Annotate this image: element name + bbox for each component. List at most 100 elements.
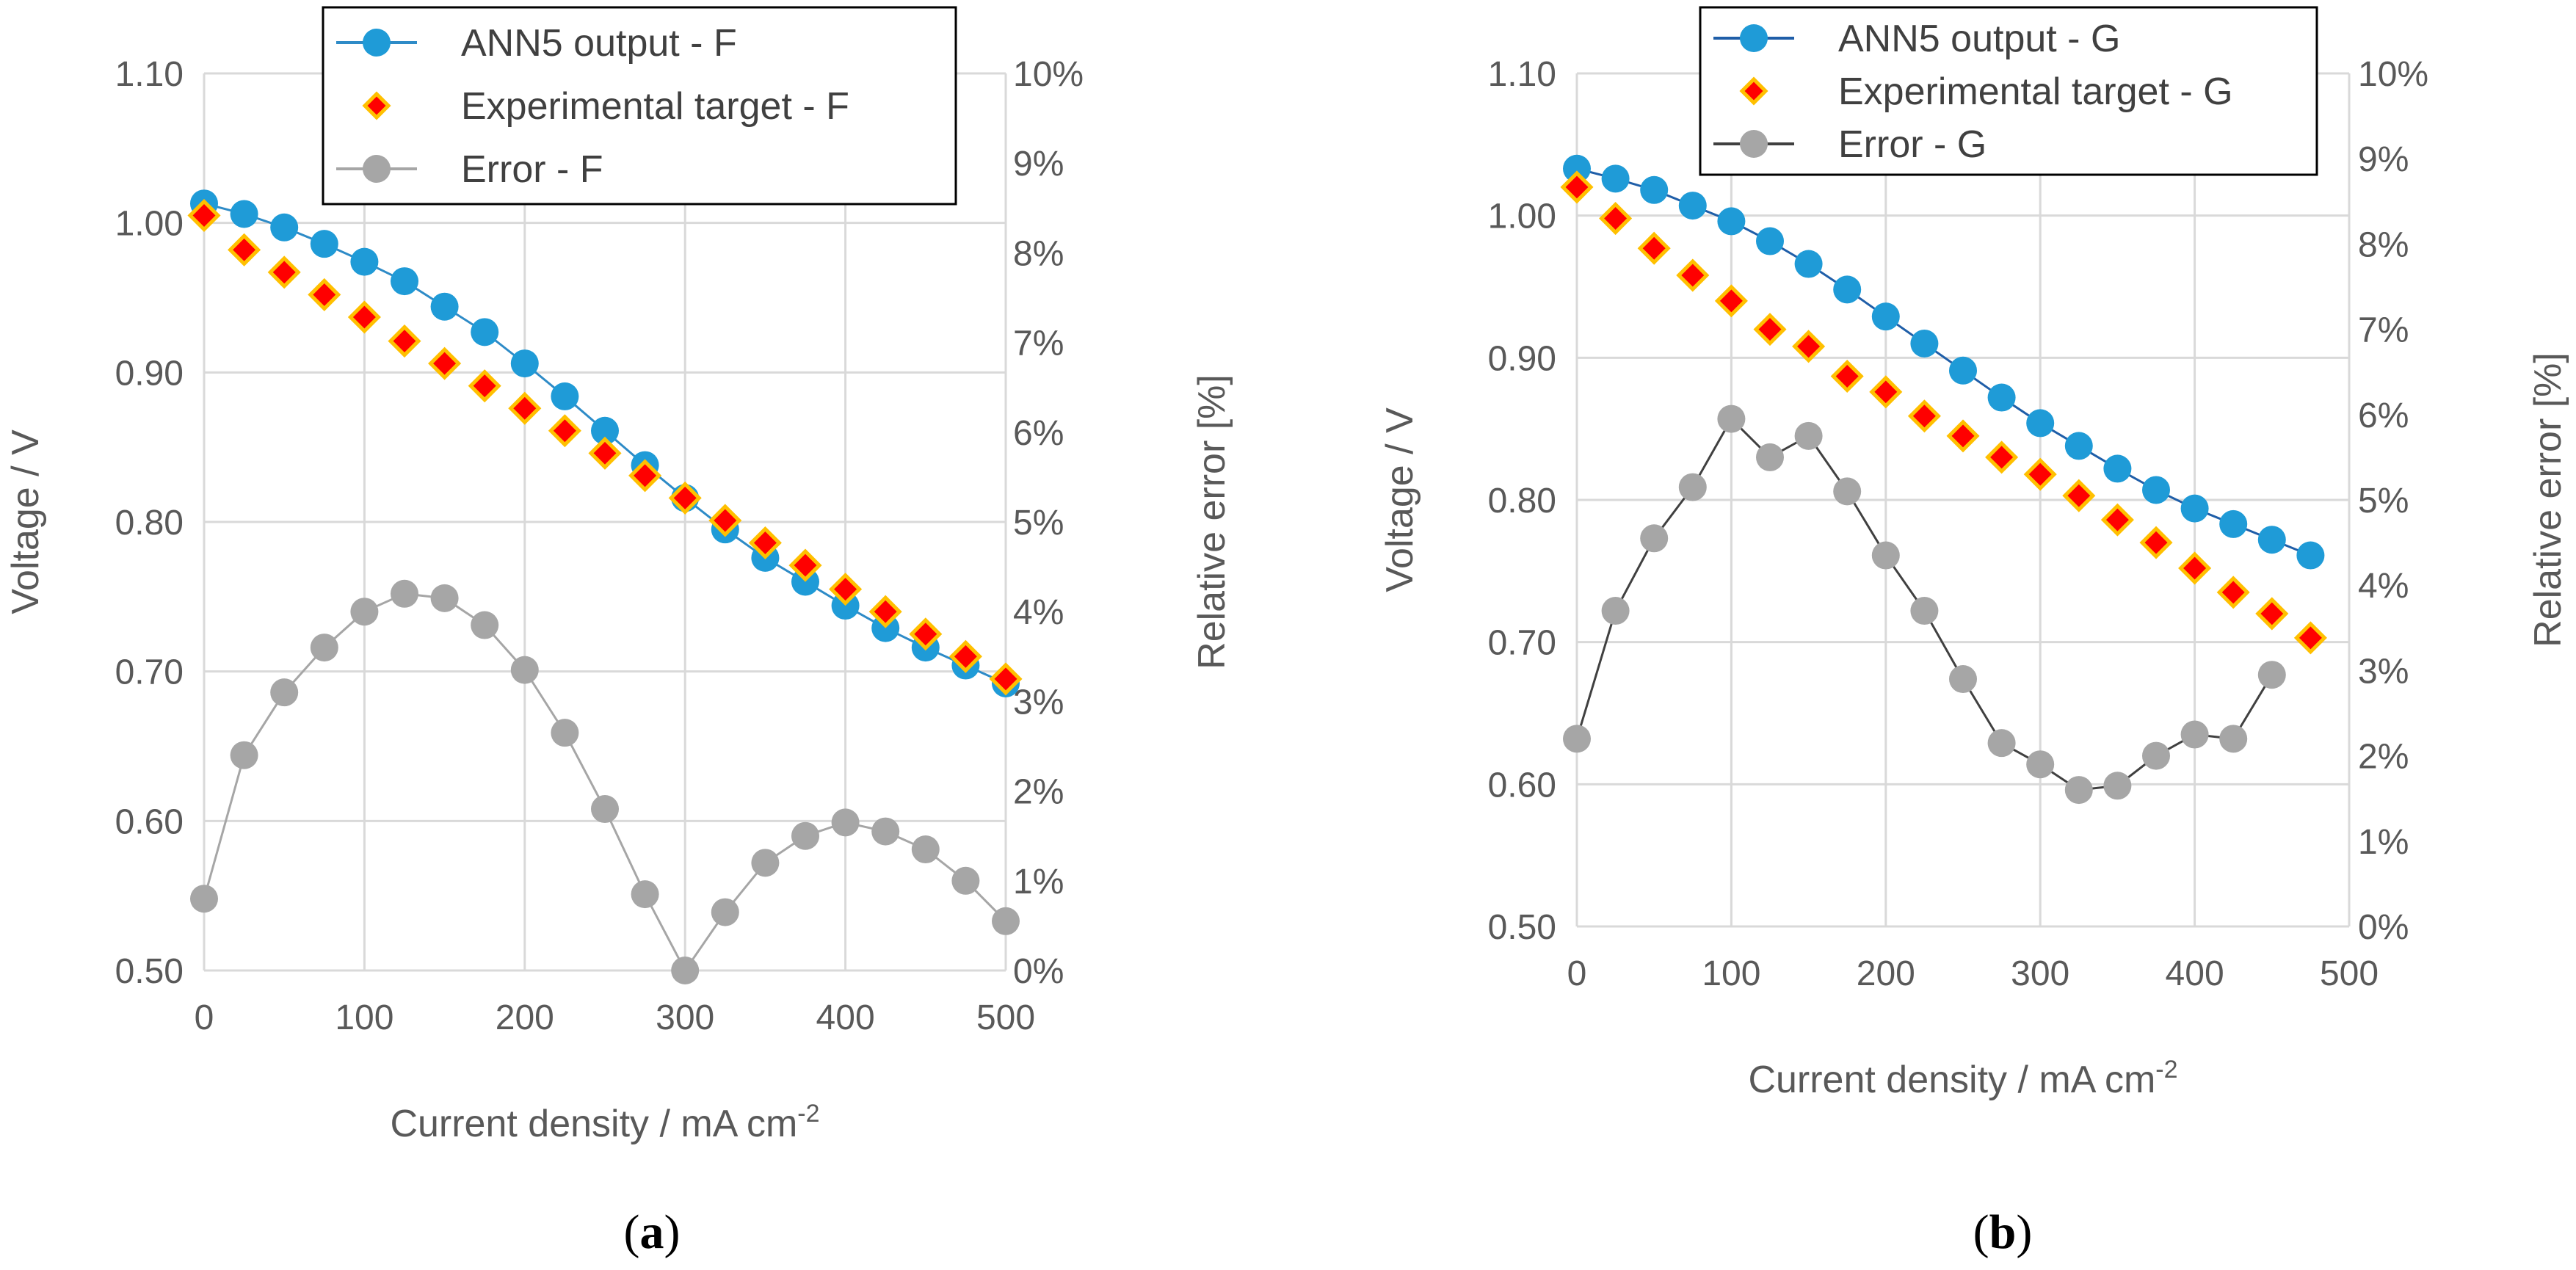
error-point	[1563, 725, 1591, 753]
x-tick-label: 200	[1857, 954, 1915, 993]
experimental-point	[748, 526, 782, 560]
error-point	[2219, 725, 2248, 753]
x-tick-label: 100	[1702, 954, 1760, 993]
y-tick-label: 0.60	[115, 802, 184, 841]
experimental-point	[1714, 284, 1748, 318]
ann5-point	[1871, 302, 1900, 331]
experimental-point	[508, 391, 542, 425]
experimental-point	[1676, 258, 1710, 292]
caption-b: (b)	[1973, 1205, 2033, 1259]
y2-tick-label: 1%	[1013, 863, 1064, 901]
y2-axis-title: Relative error [%]	[1191, 374, 1233, 670]
x-tick-label: 100	[335, 998, 393, 1037]
error-point	[871, 817, 900, 846]
error-point	[791, 821, 819, 850]
experimental-point	[187, 198, 221, 233]
legend-box	[322, 6, 957, 206]
y2-tick-label: 5%	[1013, 504, 1064, 543]
y2-tick-label: 9%	[2358, 140, 2409, 179]
experimental-point	[1830, 359, 1864, 393]
y2-tick-label: 8%	[1013, 234, 1064, 273]
ann5-point	[1717, 207, 1746, 236]
y-tick-label: 0.90	[1488, 339, 1556, 378]
caption-a: (a)	[624, 1205, 681, 1259]
ann5-point	[471, 318, 499, 346]
error-point	[2026, 750, 2055, 779]
ann5-point	[2142, 476, 2170, 504]
ann5-point	[2296, 541, 2325, 570]
error-point	[2142, 741, 2170, 770]
y-tick-label: 0.70	[1488, 624, 1556, 663]
legend-swatch-marker	[1740, 130, 1768, 158]
legend-label: Experimental target - G	[1838, 70, 2233, 113]
y-tick-label: 0.80	[115, 504, 184, 543]
error-point	[911, 835, 940, 864]
ann5-point	[2219, 509, 2248, 538]
legend-label: Experimental target - F	[461, 85, 849, 128]
ann5-point	[2103, 454, 2132, 483]
ann5-point	[2026, 409, 2055, 438]
ann5-point	[591, 416, 619, 445]
experimental-point	[708, 504, 742, 537]
x-axis-title: Current density / mA cm-2	[390, 1100, 819, 1145]
experimental-point	[2062, 479, 2096, 512]
y-tick-label: 1.00	[115, 205, 184, 244]
x-tick-label: 300	[656, 998, 714, 1037]
y2-tick-label: 7%	[1013, 324, 1064, 363]
experimental-point	[948, 639, 982, 673]
ann5-point	[1640, 175, 1669, 204]
error-point	[711, 898, 739, 926]
ann5-point	[270, 213, 299, 242]
error-point	[1833, 477, 1862, 506]
error-point	[831, 808, 860, 837]
experimental-point	[267, 255, 301, 289]
error-point	[1949, 665, 1977, 694]
ann5-point	[1794, 250, 1823, 278]
ann5-point	[1678, 192, 1707, 220]
legend-label: Error - G	[1838, 123, 1987, 166]
experimental-point	[388, 324, 421, 358]
experimental-point	[1753, 313, 1787, 346]
experimental-point	[2139, 526, 2173, 559]
legend-swatch-marker	[363, 155, 391, 183]
ann5-point	[430, 292, 459, 321]
experimental-point	[2255, 597, 2289, 631]
experimental-point	[347, 300, 381, 334]
legend-swatch-marker	[1739, 76, 1768, 106]
x-tick-label: 300	[2011, 954, 2069, 993]
y2-tick-label: 6%	[2358, 396, 2409, 435]
error-point	[1794, 421, 1823, 450]
x-tick-label: 500	[976, 998, 1035, 1037]
x-tick-label: 400	[2166, 954, 2224, 993]
error-point	[2180, 720, 2209, 749]
ann5-point	[391, 267, 418, 296]
legend-label: ANN5 output - F	[461, 22, 737, 65]
error-point	[270, 678, 299, 707]
ann5-point	[1756, 227, 1784, 255]
y2-tick-label: 2%	[1013, 773, 1064, 812]
error-point	[1756, 443, 1784, 471]
experimental-point	[228, 233, 261, 266]
y2-tick-label: 7%	[2358, 311, 2409, 350]
ann5-point	[1833, 275, 1862, 304]
x-tick-label: 200	[496, 998, 554, 1037]
experimental-point	[868, 595, 902, 628]
x-tick-label: 400	[816, 998, 875, 1037]
error-point	[1910, 597, 1939, 625]
experimental-point	[2178, 551, 2212, 585]
y2-tick-label: 9%	[1013, 145, 1064, 184]
y2-tick-label: 2%	[2358, 738, 2409, 777]
ann5-point	[230, 200, 258, 228]
experimental-point	[829, 573, 863, 606]
legend-box	[1699, 6, 2318, 176]
experimental-point	[1560, 170, 1594, 204]
ann5-point	[2180, 494, 2209, 523]
y2-tick-label: 3%	[2358, 652, 2409, 691]
ann5-point	[551, 382, 579, 410]
error-point	[1987, 729, 2016, 758]
y2-tick-label: 4%	[1013, 593, 1064, 632]
x-axis-title: Current density / mA cm-2	[1748, 1056, 2177, 1101]
y-tick-label: 0.90	[115, 354, 184, 393]
y2-tick-label: 0%	[2358, 908, 2409, 947]
